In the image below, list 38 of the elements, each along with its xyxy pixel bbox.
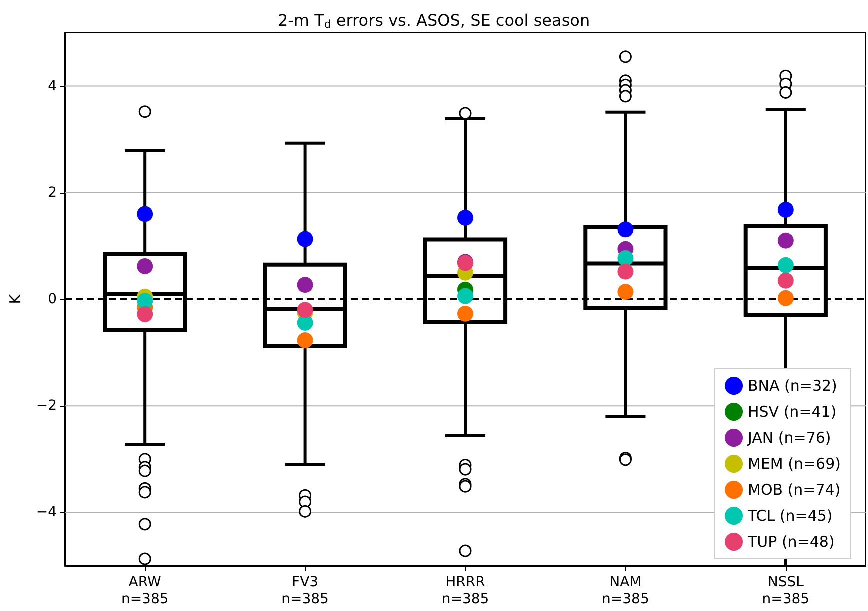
y-tick-label: −4 [36, 504, 58, 521]
point [297, 302, 314, 318]
point [137, 306, 154, 322]
x-tick-label: HRRR n=385 [442, 574, 490, 608]
point [778, 257, 794, 274]
point [297, 277, 314, 294]
point [458, 288, 474, 304]
legend-label: TCL (n=45) [747, 507, 833, 525]
legend-label: JAN (n=76) [747, 429, 832, 447]
point [778, 202, 794, 218]
point [778, 232, 794, 249]
y-tick-label: −2 [36, 398, 57, 414]
point [137, 293, 154, 310]
y-tick-label: 0 [48, 292, 57, 308]
legend-label: MEM (n=69) [748, 455, 842, 473]
x-tick-label: FV3 n=385 [282, 574, 329, 608]
point [618, 264, 634, 280]
point [297, 231, 314, 248]
y-tick-label: 4 [48, 78, 58, 94]
point [778, 272, 794, 289]
point [297, 332, 314, 349]
point [137, 206, 154, 222]
x-tick-label: NAM n=385 [602, 574, 650, 608]
point [778, 290, 794, 306]
point [137, 258, 154, 274]
y-axis-title: K [6, 293, 24, 304]
legend-label: MOB (n=74) [748, 481, 841, 499]
legend-label: BNA (n=32) [748, 377, 838, 395]
point [618, 284, 634, 300]
point [458, 210, 474, 226]
legend-label: TUP (n=48) [747, 533, 835, 551]
point [618, 250, 634, 266]
x-tick-label: ARW n=385 [121, 574, 169, 608]
legend-label: HSV (n=41) [748, 403, 837, 421]
y-tick-label: 2 [48, 184, 57, 201]
point [458, 306, 474, 322]
point [618, 222, 634, 238]
x-tick-label: NSSL n=385 [762, 574, 810, 608]
